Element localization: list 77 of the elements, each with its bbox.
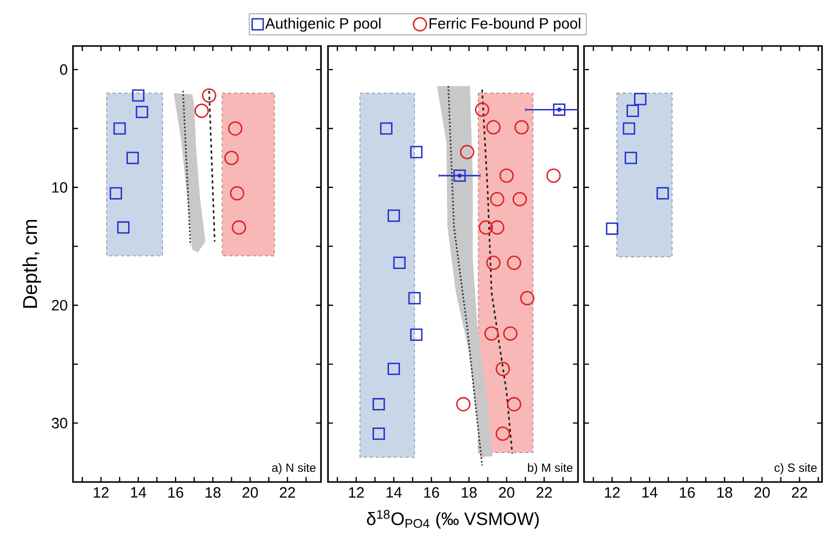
point xyxy=(453,169,466,182)
point xyxy=(484,326,499,341)
point xyxy=(503,326,518,341)
point xyxy=(194,104,209,118)
x-tick-label: 18 xyxy=(206,487,221,498)
point xyxy=(474,102,490,117)
point xyxy=(486,120,501,134)
point xyxy=(553,103,566,116)
x-tick-label: 20 xyxy=(242,487,258,498)
x-tick-label: 22 xyxy=(536,487,552,498)
point xyxy=(110,187,122,200)
point xyxy=(408,292,421,304)
point xyxy=(506,256,522,270)
point xyxy=(656,187,669,200)
point xyxy=(496,362,510,376)
point xyxy=(514,120,529,134)
point xyxy=(232,220,246,235)
y-axis-title: Depth, cm xyxy=(22,220,42,308)
point xyxy=(380,122,392,135)
point xyxy=(490,220,504,235)
point xyxy=(393,256,406,270)
point xyxy=(622,122,636,135)
point xyxy=(490,192,504,206)
point xyxy=(228,121,242,136)
point xyxy=(372,398,385,410)
point xyxy=(496,426,510,441)
legend-label: Ferric Fe-bound P pool xyxy=(430,18,580,32)
x-tick-label: 14 xyxy=(642,487,658,498)
x-tick-label: 22 xyxy=(792,487,808,498)
point xyxy=(506,397,522,412)
point xyxy=(486,256,501,270)
x-tick-label: 20 xyxy=(499,487,514,498)
point xyxy=(388,362,400,376)
annotation: b) M site xyxy=(528,463,573,474)
point xyxy=(132,89,144,102)
x-tick-label: 20 xyxy=(754,487,770,498)
y-tick-label: 10 xyxy=(52,182,68,193)
x-tick-label: 22 xyxy=(280,487,295,498)
point xyxy=(113,122,126,135)
y-tick-label: 20 xyxy=(52,300,68,311)
point xyxy=(224,150,239,166)
point xyxy=(410,328,423,341)
point xyxy=(410,146,423,158)
point xyxy=(372,428,385,440)
point xyxy=(478,220,494,235)
point xyxy=(230,186,244,200)
x-tick-label: 18 xyxy=(462,487,477,498)
point xyxy=(499,168,514,183)
point xyxy=(512,192,527,206)
point xyxy=(388,210,400,222)
x-tick-label: 14 xyxy=(131,487,146,498)
x-tick-label: 18 xyxy=(717,487,732,498)
y-tick-label: 30 xyxy=(52,418,68,428)
point xyxy=(126,152,139,164)
point xyxy=(546,168,561,183)
x-tick-label: 12 xyxy=(349,487,364,498)
point xyxy=(136,106,148,118)
legend-label: Authigenic P pool xyxy=(265,18,380,32)
x-tick-label: 12 xyxy=(604,487,620,498)
x-tick-label: 16 xyxy=(680,487,695,498)
point xyxy=(634,92,646,106)
point xyxy=(117,221,130,234)
point xyxy=(456,397,471,412)
point xyxy=(624,152,638,164)
x-axis-title: δ$^{18}$O$_{PO4}$ (‰ VSMOW) xyxy=(366,510,539,529)
x-tick-label: 12 xyxy=(94,487,109,498)
point xyxy=(626,104,639,117)
x-tick-label: 16 xyxy=(168,487,184,498)
point xyxy=(520,291,534,306)
y-tick-label: 0 xyxy=(60,64,68,75)
x-tick-label: 14 xyxy=(386,487,402,498)
annotation: c) S site xyxy=(774,463,817,474)
point xyxy=(606,222,618,235)
point xyxy=(202,88,216,103)
annotation: a) N site xyxy=(272,463,316,474)
point xyxy=(460,144,474,160)
x-tick-label: 16 xyxy=(424,487,440,498)
